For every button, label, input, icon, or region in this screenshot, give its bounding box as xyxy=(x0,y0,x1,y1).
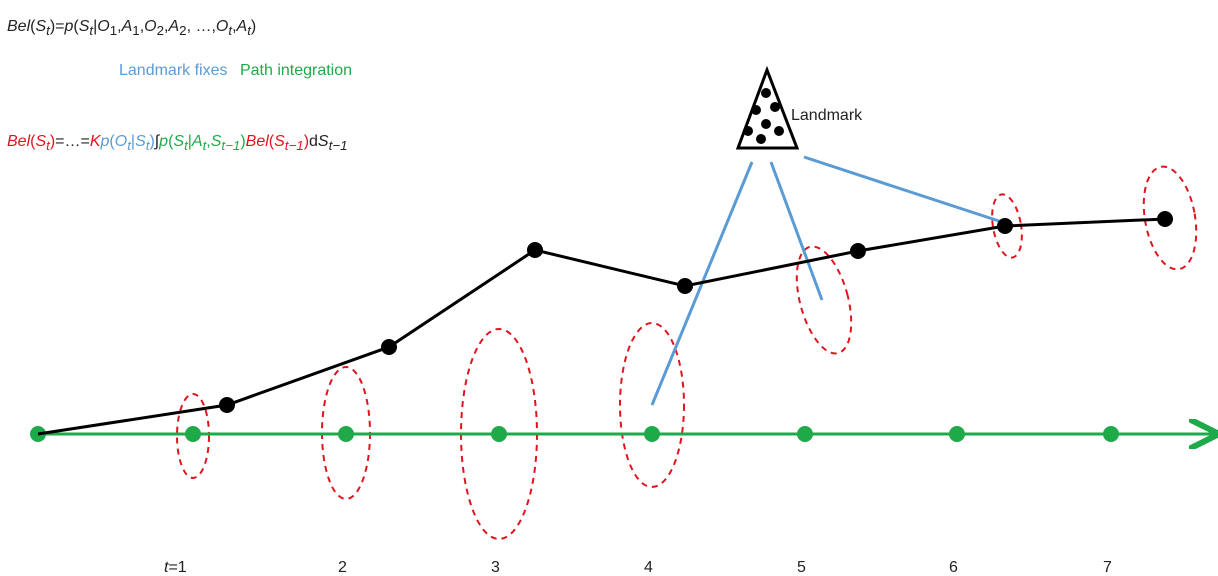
time-label-1: t=1 xyxy=(164,559,187,576)
landmark-fix-line-5 xyxy=(769,161,824,301)
formula-subscript: t−1 xyxy=(221,138,241,154)
trajectory-point-3 xyxy=(527,242,543,258)
time-label-7: 7 xyxy=(1103,559,1112,576)
belief-ellipse-5 xyxy=(795,245,853,355)
legend: Landmark fixes Path integration xyxy=(119,62,360,80)
trajectory-point-1 xyxy=(219,397,235,413)
time-variable: t xyxy=(164,559,169,576)
formula-symbol: d xyxy=(309,133,318,150)
formula-symbol: , …, xyxy=(186,18,216,35)
legend-landmark-fixes: Landmark fixes xyxy=(119,62,228,79)
formula-term: p xyxy=(159,133,169,150)
belief-definition-formula: Bel(St)=p(St|O1,A1,O2,A2, …,Ot,At) xyxy=(7,18,257,39)
formula-subscript: t xyxy=(127,138,131,154)
formula-subscript: t xyxy=(228,23,233,39)
formula-term: S xyxy=(274,133,285,150)
formula-subscript: t xyxy=(184,138,188,154)
formula-term: A xyxy=(168,18,180,35)
formula-term: O xyxy=(144,18,157,35)
time-label-3: 3 xyxy=(491,559,500,576)
trajectory-point-5 xyxy=(850,243,866,259)
belief-ellipse-6 xyxy=(991,193,1023,259)
formula-term: A xyxy=(121,18,133,35)
path-point-4 xyxy=(644,426,660,442)
formula-subscript: 2 xyxy=(179,23,187,39)
trajectory-points xyxy=(219,211,1173,413)
formula-term: S xyxy=(135,133,146,150)
path-point-2 xyxy=(338,426,354,442)
formula-term: S xyxy=(35,133,47,150)
time-label-4: 4 xyxy=(644,559,653,576)
formula-subscript: t xyxy=(46,23,50,39)
belief-ellipses xyxy=(176,165,1198,540)
formula-term: S xyxy=(173,133,185,150)
formula-term: S xyxy=(317,133,329,150)
formula-subscript: t−1 xyxy=(328,138,348,154)
belief-ellipse-1 xyxy=(176,393,210,479)
formula-term: O xyxy=(97,18,110,35)
path-point-5 xyxy=(797,426,813,442)
formula-term: Bel xyxy=(245,133,269,150)
path-point-6 xyxy=(949,426,965,442)
formula-term: p xyxy=(100,133,110,150)
integral-symbol: ∫ xyxy=(154,133,160,150)
belief-update-formula: Bel(St)=…=Kp(Ot|St)∫p(St|At,St−1)Bel(St−… xyxy=(7,133,348,154)
formula-subscript: t xyxy=(89,23,94,39)
formula-subscript: t xyxy=(145,138,150,154)
formula-subscript: t−1 xyxy=(284,138,304,154)
path-integration-points xyxy=(30,426,1119,442)
formula-term: Bel xyxy=(7,133,31,150)
formula-term: O xyxy=(114,133,128,150)
legend-path-integration: Path integration xyxy=(239,62,353,79)
formula-subscript: 2 xyxy=(156,23,165,39)
true-trajectory xyxy=(37,217,1166,436)
formula-symbol: =…= xyxy=(55,133,90,150)
landmark-icon xyxy=(735,65,800,150)
formula-term: Bel xyxy=(7,18,31,35)
time-label-2: 2 xyxy=(338,559,347,576)
trajectory-point-4 xyxy=(677,278,693,294)
formula-term: S xyxy=(35,18,47,35)
formula-term: O xyxy=(215,18,229,35)
trajectory-point-7 xyxy=(1157,211,1173,227)
time-label-6: 6 xyxy=(949,559,958,576)
formula-subscript: t xyxy=(247,23,251,39)
formula-term: A xyxy=(191,133,203,150)
belief-ellipse-7 xyxy=(1142,165,1198,271)
formula-term: K xyxy=(89,133,101,150)
landmark-fix-line-6 xyxy=(803,155,1006,225)
formula-term: p xyxy=(64,18,74,35)
formula-subscript: 1 xyxy=(109,23,118,39)
time-value: =1 xyxy=(168,559,186,576)
time-label-5: 5 xyxy=(797,559,806,576)
formula-subscript: 1 xyxy=(132,23,140,39)
belief-ellipse-4 xyxy=(619,322,685,488)
path-point-1 xyxy=(185,426,201,442)
trajectory-point-2 xyxy=(381,339,397,355)
path-point-3 xyxy=(491,426,507,442)
formula-subscript: t xyxy=(202,138,207,154)
formula-subscript: t xyxy=(46,138,50,154)
formula-term: S xyxy=(78,18,90,35)
formula-term: S xyxy=(210,133,222,150)
path-point-7 xyxy=(1103,426,1119,442)
landmark-label: Landmark xyxy=(791,107,863,124)
formula-symbol: = xyxy=(55,18,65,35)
formula-term: A xyxy=(236,18,248,35)
trajectory-point-6 xyxy=(997,218,1013,234)
